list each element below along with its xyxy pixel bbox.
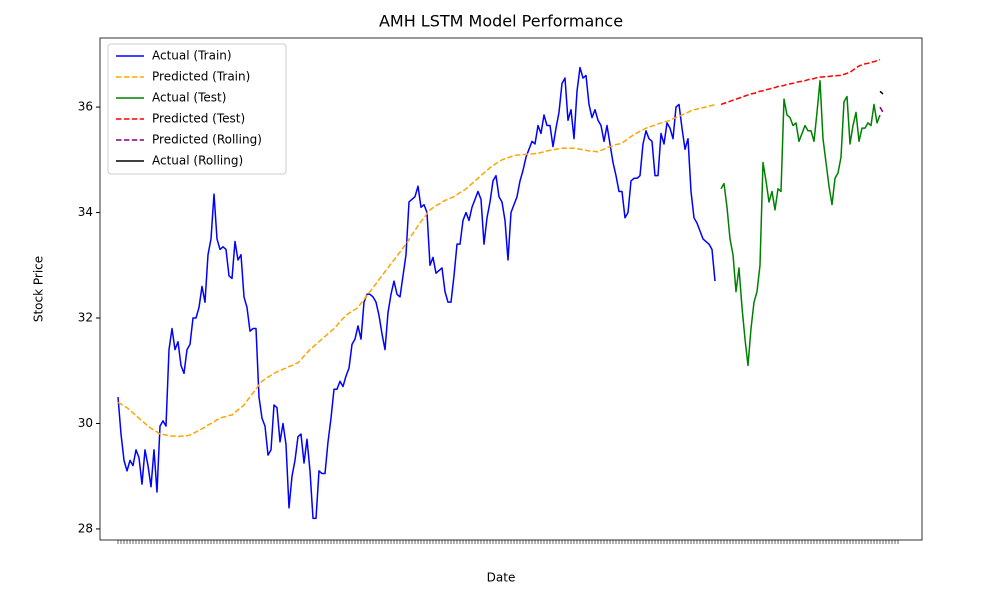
x-axis-label: Date xyxy=(487,571,516,585)
legend-label: Predicted (Test) xyxy=(152,112,245,126)
y-tick-label: 28 xyxy=(78,521,93,535)
series-line xyxy=(879,90,884,95)
y-tick-label: 30 xyxy=(78,416,93,430)
legend-label: Actual (Train) xyxy=(152,49,232,63)
legend-box xyxy=(107,43,287,175)
y-axis-label: Stock Price xyxy=(32,256,46,322)
y-tick-label: 32 xyxy=(78,311,93,325)
legend-label: Predicted (Train) xyxy=(152,70,250,84)
legend-label: Actual (Rolling) xyxy=(152,154,243,168)
series-line xyxy=(879,106,884,113)
y-tick-label: 34 xyxy=(78,205,93,219)
plot-frame xyxy=(99,37,923,541)
chart-title: AMH LSTM Model Performance xyxy=(379,12,623,31)
series-line xyxy=(720,58,881,106)
y-tick-label: 36 xyxy=(78,100,93,114)
series-line xyxy=(720,79,881,367)
series-line xyxy=(117,66,716,520)
legend-label: Predicted (Rolling) xyxy=(152,133,262,147)
series-line xyxy=(117,103,716,438)
legend-label: Actual (Test) xyxy=(152,91,226,105)
